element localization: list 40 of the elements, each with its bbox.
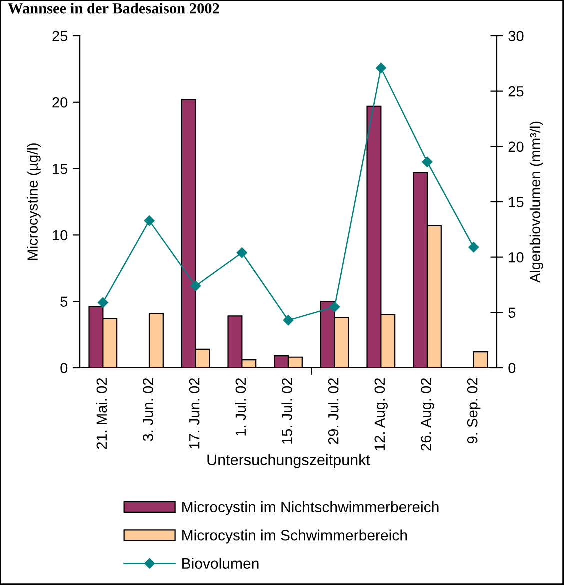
x-tick-label: 1. Jul. 02	[235, 378, 246, 436]
point	[144, 216, 155, 226]
y2-axis-title: Algenbiovolumen (mm³/l)	[530, 122, 544, 284]
point	[236, 248, 248, 258]
chart-title: Wannsee in der Badesaison 2002	[8, 3, 220, 14]
y2-tick-label: 25	[508, 86, 524, 97]
bar	[148, 312, 164, 368]
legend-label: Microcystin im Schwimmerbereich	[182, 530, 408, 544]
x-tick-label: 3. Jun. 02	[143, 378, 154, 442]
x-tick-label: 12. Aug. 02	[374, 378, 388, 450]
y2-tick-label: 5	[508, 308, 516, 318]
point	[376, 62, 386, 74]
point	[283, 315, 294, 326]
x-tick-label: 17. Jun. 02	[189, 378, 200, 449]
point	[422, 156, 433, 168]
y2-tick-label: 0	[508, 363, 516, 374]
point	[468, 242, 480, 253]
x-tick-label: 21. Mai. 02	[96, 378, 108, 450]
point	[98, 297, 108, 308]
y2-tick-label: 30	[508, 31, 524, 42]
y-tick-label: 15	[53, 164, 68, 174]
y2-tick-label: 20	[508, 142, 524, 152]
point	[190, 280, 202, 292]
legend-label: Biovolumen	[182, 558, 259, 570]
y2-tick-label: 15	[509, 197, 524, 208]
y2-tick-label: 10	[509, 252, 524, 263]
legend-label: Microcystin im Nichtschwimmerbereich	[182, 502, 439, 516]
y-tick-label: 0	[60, 363, 68, 374]
y-tick-label: 10	[53, 230, 68, 241]
x-tick-label: 9. Sep. 02	[467, 378, 481, 444]
y-tick-label: 5	[60, 296, 68, 308]
y-axis-title: Microcystine (µg/l)	[27, 144, 41, 260]
x-tick-label: 15. Jul. 02	[282, 378, 292, 444]
x-tick-label: 26. Aug. 02	[421, 378, 434, 451]
x-tick-label: 29. Jul. 02	[328, 378, 339, 444]
x-axis-title: Untersuchungszeitpunkt	[208, 454, 370, 469]
bar	[473, 352, 488, 368]
y-tick-label: 20	[52, 98, 68, 108]
y-tick-label: 25	[52, 31, 68, 42]
point	[330, 302, 340, 312]
